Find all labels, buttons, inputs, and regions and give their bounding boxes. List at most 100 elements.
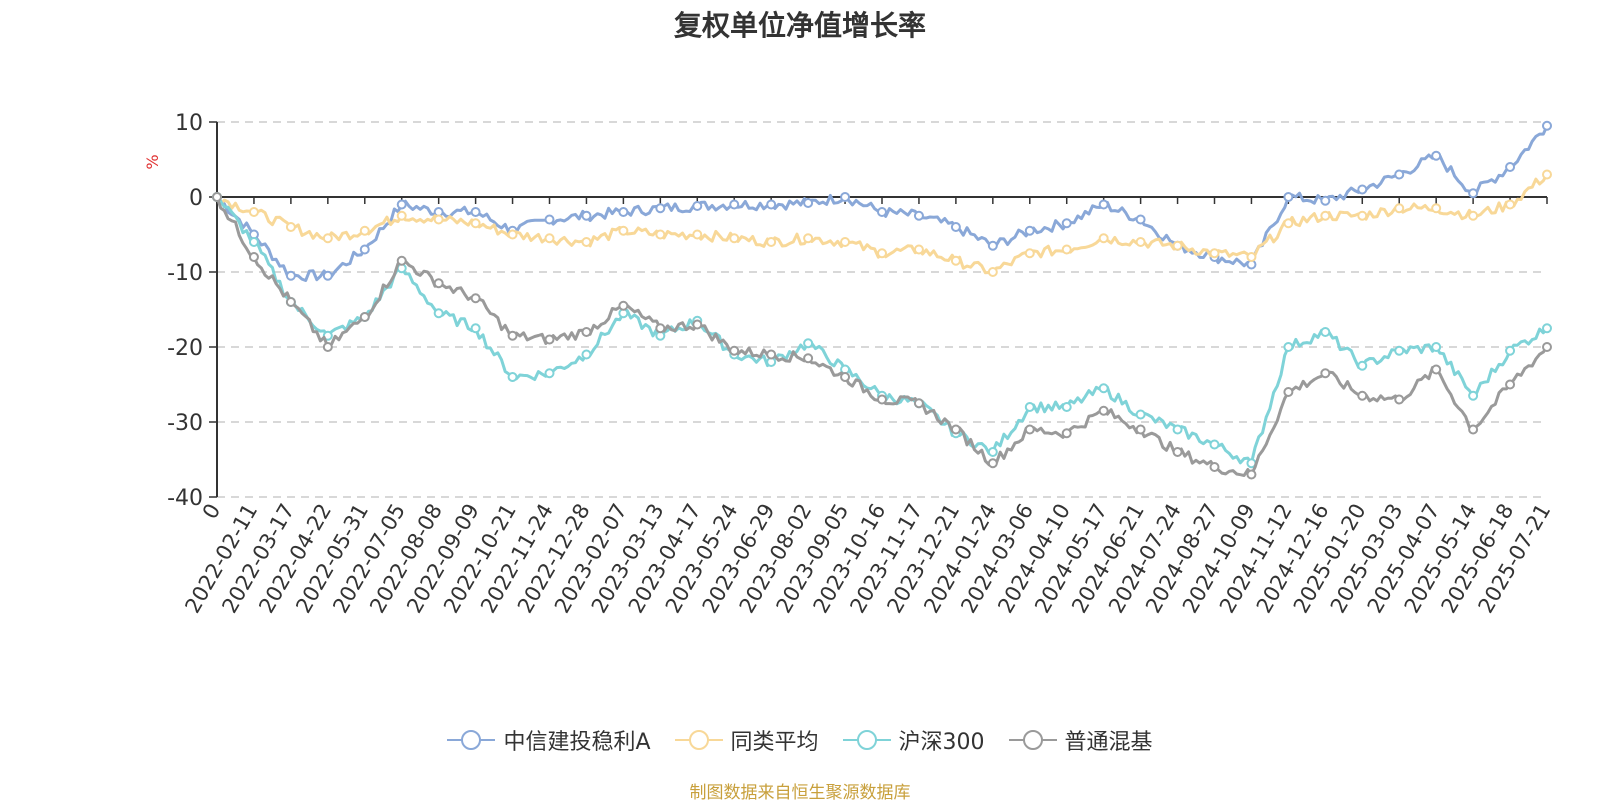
data-point [1283,387,1294,397]
data-point [840,192,851,202]
data-point [655,203,666,214]
data-point [1431,203,1442,214]
data-point [1394,169,1405,180]
y-tick-label: -20 [167,336,203,361]
series-3 [212,192,1552,469]
data-point [618,300,629,311]
data-point [950,222,961,232]
legend-item-series-2[interactable]: 同类平均 [674,724,819,756]
legend-line-circle-icon [447,730,496,750]
data-point [618,225,629,236]
data-point [1505,162,1516,172]
y-tick-label: 0 [189,186,203,211]
data-point [470,323,481,334]
data-point [433,308,444,319]
data-point [1209,248,1220,259]
legend-line-circle-icon [1008,730,1057,750]
data-point [987,458,998,469]
data-point [248,237,259,247]
data-point [581,210,592,221]
chart-legend: 中信建投稳利A 同类平均 沪深300 普通混基 [0,722,1600,758]
data-point [1209,439,1220,450]
data-point [470,207,481,217]
data-point [1320,368,1331,379]
legend-item-series-1[interactable]: 中信建投稳利A [447,724,651,756]
data-point [950,255,961,266]
data-point [544,233,555,244]
data-point [1061,218,1072,229]
data-point [1098,199,1109,210]
data-point [1468,424,1479,435]
data-point [322,342,333,352]
data-point [766,237,777,247]
data-point [1542,169,1552,180]
data-point [1468,188,1479,199]
data-point [913,398,924,409]
data-point [544,214,555,225]
data-point [544,368,555,379]
data-point [729,345,740,356]
data-point [1320,327,1331,337]
data-point [950,424,961,435]
data-point [1468,210,1479,221]
data-point [1357,184,1368,195]
x-tick-label: 0 [198,500,225,524]
data-point [803,233,814,244]
data-point [1283,218,1294,229]
data-point [1246,469,1257,480]
data-point [544,334,555,345]
data-point [618,207,629,217]
data-point [913,244,924,255]
data-point [1209,462,1220,472]
data-point [1542,323,1552,334]
data-point [212,192,222,202]
data-point [581,349,592,360]
data-point [877,248,887,259]
data-point [803,338,814,349]
data-point [248,207,259,217]
data-point [1172,240,1183,251]
data-point [803,353,814,364]
legend-label-series-2: 同类平均 [730,730,819,755]
data-point [359,244,370,255]
data-point [1098,233,1109,244]
y-tick-label: -30 [167,411,203,436]
series-line [215,196,1549,477]
series-2 [212,169,1552,277]
data-point [1024,248,1035,259]
data-point [1542,120,1552,131]
data-point [1394,345,1405,356]
data-point [1135,214,1146,225]
data-point [1061,244,1072,255]
legend-item-series-4[interactable]: 普通混基 [1008,724,1153,756]
data-point [285,270,296,281]
data-point [1505,379,1516,390]
data-point [1024,225,1035,236]
data-point [1431,342,1442,352]
data-point [877,207,887,217]
legend-item-series-3[interactable]: 沪深300 [842,724,985,756]
data-point [1024,424,1035,435]
data-point [359,225,370,236]
data-point [433,278,444,289]
data-point [1320,210,1331,221]
legend-line-circle-icon [674,730,723,750]
y-axis-label: % [143,154,162,169]
data-point [396,199,407,210]
data-point [655,323,666,334]
y-tick-label: -10 [167,261,203,286]
data-point [581,327,592,337]
data-point [285,222,296,232]
data-point [1431,150,1442,161]
legend-label-series-3: 沪深300 [898,730,985,755]
series-4 [212,192,1552,480]
data-point [1061,402,1072,412]
data-point [1542,342,1552,352]
data-point [433,214,444,225]
series-line [215,196,1549,465]
data-point [913,210,924,221]
data-point [1283,192,1294,202]
data-point [840,237,851,247]
data-point [1172,424,1183,435]
legend-label-series-4: 普通混基 [1064,730,1153,755]
